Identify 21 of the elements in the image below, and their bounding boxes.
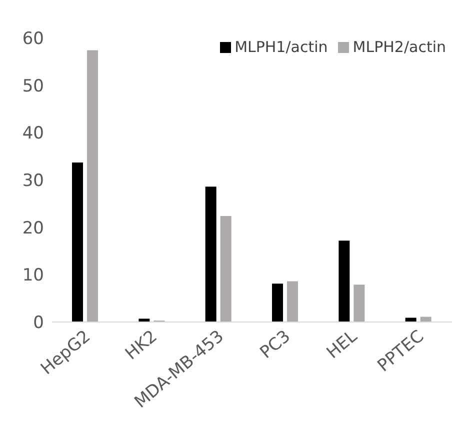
bar xyxy=(205,186,216,322)
bar xyxy=(287,281,298,322)
x-tick-label: PC3 xyxy=(256,326,295,363)
y-tick-label: 0 xyxy=(33,313,44,334)
bar xyxy=(138,318,150,322)
bar xyxy=(354,284,365,322)
y-tick-label: 60 xyxy=(22,29,44,50)
bar xyxy=(220,216,232,322)
bar xyxy=(272,284,283,322)
bar xyxy=(87,50,98,322)
y-tick-label: 30 xyxy=(22,171,44,192)
bar xyxy=(405,318,416,322)
bar xyxy=(72,162,83,322)
legend-label: MLPH2/actin xyxy=(352,38,446,56)
y-tick-label: 50 xyxy=(22,76,44,96)
bar xyxy=(338,240,350,322)
x-tick-label: HEL xyxy=(323,326,362,364)
y-tick-label: 10 xyxy=(22,266,44,286)
y-tick-label: 20 xyxy=(22,218,44,238)
y-tick-label: 40 xyxy=(22,124,44,144)
legend-label: MLPH1/actin xyxy=(234,38,328,56)
